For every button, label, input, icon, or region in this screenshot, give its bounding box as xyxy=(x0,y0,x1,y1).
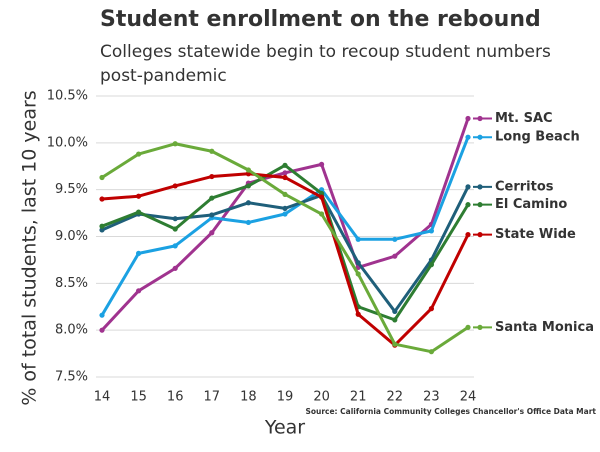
data-point xyxy=(209,212,215,218)
legend-label: State Wide xyxy=(495,227,576,242)
y-tick-label: 8.0% xyxy=(55,323,88,338)
data-point xyxy=(245,167,251,173)
data-point xyxy=(319,211,325,217)
data-point xyxy=(355,236,361,242)
data-point xyxy=(99,196,105,202)
series-line xyxy=(101,172,470,347)
data-point xyxy=(392,341,398,347)
y-axis-label: % of total students, last 10 years xyxy=(19,90,41,405)
x-tick-label: 16 xyxy=(167,390,184,405)
data-point xyxy=(355,260,361,266)
legend-dot xyxy=(477,134,483,140)
legend-dot xyxy=(477,184,483,190)
data-point xyxy=(245,183,251,189)
data-point xyxy=(355,271,361,277)
data-point xyxy=(172,141,178,147)
data-point xyxy=(136,288,142,294)
data-point xyxy=(99,174,105,181)
data-point xyxy=(172,265,178,271)
x-tick-label: 24 xyxy=(460,390,477,405)
y-tick-label: 8.5% xyxy=(55,276,88,291)
legend-dot xyxy=(477,324,483,330)
data-point xyxy=(136,193,142,199)
data-point xyxy=(209,230,215,236)
data-point xyxy=(172,243,178,249)
data-point xyxy=(172,183,178,189)
legend-label: El Camino xyxy=(495,197,567,212)
data-point xyxy=(209,195,215,201)
y-tick-label: 9.5% xyxy=(55,182,88,197)
data-point xyxy=(428,306,434,312)
x-tick-label: 23 xyxy=(423,390,440,405)
series-line xyxy=(101,163,470,322)
x-tick-label: 15 xyxy=(130,390,147,405)
data-point xyxy=(465,115,471,122)
data-point xyxy=(465,232,471,238)
data-point xyxy=(282,162,288,168)
data-point xyxy=(282,174,288,181)
data-point xyxy=(392,317,398,323)
x-tick-label: 19 xyxy=(277,390,294,405)
data-point xyxy=(282,211,288,217)
data-point xyxy=(172,226,178,232)
legend-label: Santa Monica xyxy=(495,320,594,335)
data-point xyxy=(282,205,288,211)
legend-dot xyxy=(477,115,483,122)
x-tick-label: 22 xyxy=(387,390,404,405)
x-tick-label: 18 xyxy=(240,390,257,405)
chart-title: Student enrollment on the rebound xyxy=(100,7,541,32)
legend-dot xyxy=(477,232,483,238)
x-tick-label: 14 xyxy=(94,390,111,405)
data-point xyxy=(136,151,142,157)
data-point xyxy=(99,327,105,333)
source: Source: California Community Colleges Ch… xyxy=(305,407,596,416)
data-point xyxy=(465,202,471,208)
x-axis-label: Year xyxy=(264,417,305,439)
x-tick-label: 17 xyxy=(204,390,221,405)
legend-label: Mt. SAC xyxy=(495,111,553,126)
data-point xyxy=(209,148,215,154)
legend-label: Cerritos xyxy=(495,179,554,194)
data-point xyxy=(319,194,325,200)
y-tick-label: 7.5% xyxy=(55,370,88,385)
data-point xyxy=(392,308,398,315)
data-point xyxy=(99,223,105,229)
data-point xyxy=(392,253,398,259)
data-point xyxy=(428,228,434,234)
chart-subtitle: Colleges statewide begin to recoup stude… xyxy=(100,42,551,86)
data-point xyxy=(319,161,325,167)
data-point xyxy=(99,312,105,318)
data-point xyxy=(465,184,471,190)
data-point xyxy=(209,173,215,180)
data-point xyxy=(245,219,251,226)
data-point xyxy=(465,134,471,140)
data-point xyxy=(172,216,178,222)
data-point xyxy=(428,262,434,268)
data-point xyxy=(282,191,288,197)
data-point xyxy=(355,311,361,317)
data-point xyxy=(136,250,142,256)
legend-label: Long Beach xyxy=(495,130,580,145)
data-point xyxy=(245,200,251,206)
legend-dot xyxy=(477,202,483,208)
data-point xyxy=(392,236,398,242)
y-tick-label: 10.0% xyxy=(47,135,88,150)
data-point xyxy=(136,209,142,215)
x-tick-label: 20 xyxy=(313,390,330,405)
x-tick-label: 21 xyxy=(350,390,367,405)
y-tick-label: 10.5% xyxy=(47,89,88,104)
data-point xyxy=(282,170,288,176)
data-point xyxy=(465,324,471,330)
data-point xyxy=(99,227,105,233)
data-point xyxy=(428,349,434,355)
y-tick-label: 9.0% xyxy=(55,229,88,244)
data-point xyxy=(319,190,325,197)
